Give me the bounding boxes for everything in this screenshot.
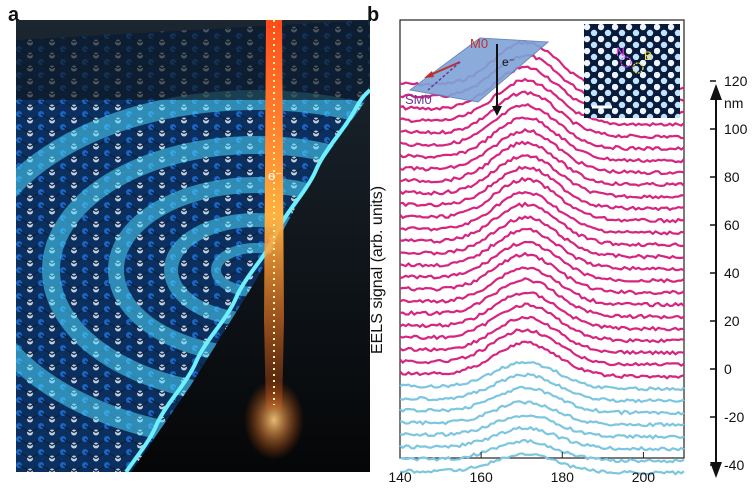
x-tick-label: 160 (469, 469, 493, 485)
spectrum-line (399, 201, 685, 248)
spectrum-line (399, 103, 685, 152)
spectrum-line (399, 116, 685, 164)
spectrum-line (399, 90, 685, 140)
distance-unit-label: nm (724, 95, 743, 111)
sheet-edge-wave (124, 88, 370, 472)
spectrum-line (399, 291, 685, 332)
spectrum-line (399, 302, 685, 344)
spectrum-line (399, 240, 685, 284)
spectrum-line (399, 127, 685, 176)
x-tick-label: 140 (388, 469, 412, 485)
atom-label-n: N (616, 45, 625, 59)
distance-tick-label: 60 (724, 217, 740, 233)
spectrum-line (399, 140, 685, 188)
spectrum-line (399, 400, 685, 428)
spectrum-line (399, 315, 685, 356)
geometry-inset: M0 e⁻ SM0 (405, 36, 550, 116)
inset-label-sm0: SM0 (405, 92, 432, 107)
distance-tick-label: 40 (724, 265, 740, 281)
x-tick-label: 200 (632, 469, 656, 485)
spectrum-line (399, 438, 685, 464)
spectrum-line (399, 165, 685, 212)
x-axis-ticks: 140 160 180 200 (388, 452, 655, 485)
distance-tick-label: 20 (724, 313, 740, 329)
panel-a-label: a (8, 4, 20, 26)
distance-tick-label: 120 (724, 73, 748, 89)
spectrum-line (399, 340, 685, 380)
spectrum-line (399, 328, 685, 367)
distance-axis: nm -40 -20 0 20 40 60 80 100 120 (710, 73, 748, 478)
distance-tick-label: -40 (724, 457, 744, 473)
inset-label-electron: e⁻ (502, 55, 515, 69)
spectrum-line (399, 251, 685, 296)
x-tick-label: 180 (551, 469, 575, 485)
spectra-series (399, 40, 685, 476)
spectrum-line (399, 77, 685, 127)
spectrum-line (399, 176, 685, 224)
spectrum-line (399, 154, 685, 200)
spectrum-line (399, 277, 685, 320)
distance-tick-label: -20 (724, 409, 744, 425)
spectrum-line (399, 414, 685, 440)
beam-label: e⁻ (268, 168, 282, 183)
graphene-plasmon-illustration: e⁻ (16, 20, 370, 472)
spectrum-line (399, 452, 685, 476)
spectrum-line (399, 227, 685, 272)
spectrum-line (399, 385, 685, 416)
distance-tick-label: 100 (724, 121, 748, 137)
y-axis-label: EELS signal (arb. units) (369, 186, 386, 354)
distance-tick-label: 80 (724, 169, 740, 185)
eels-chart: EELS signal (arb. units) 140 160 180 200 nm… (369, 19, 748, 485)
spectrum-line (399, 360, 685, 392)
spectrum-line (399, 372, 685, 404)
atomic-image-inset: N B (584, 24, 680, 118)
spectrum-line (400, 215, 685, 260)
spectrum-line (399, 425, 685, 452)
inset-label-m0: M0 (470, 36, 488, 51)
atom-label-b: B (644, 49, 652, 63)
spectrum-line (399, 191, 685, 236)
panel-b-label: b (367, 4, 380, 26)
electron-beam (264, 20, 284, 410)
distance-tick-label: 0 (724, 361, 732, 377)
spectrum-line (399, 266, 685, 308)
plot-frame (399, 19, 685, 459)
